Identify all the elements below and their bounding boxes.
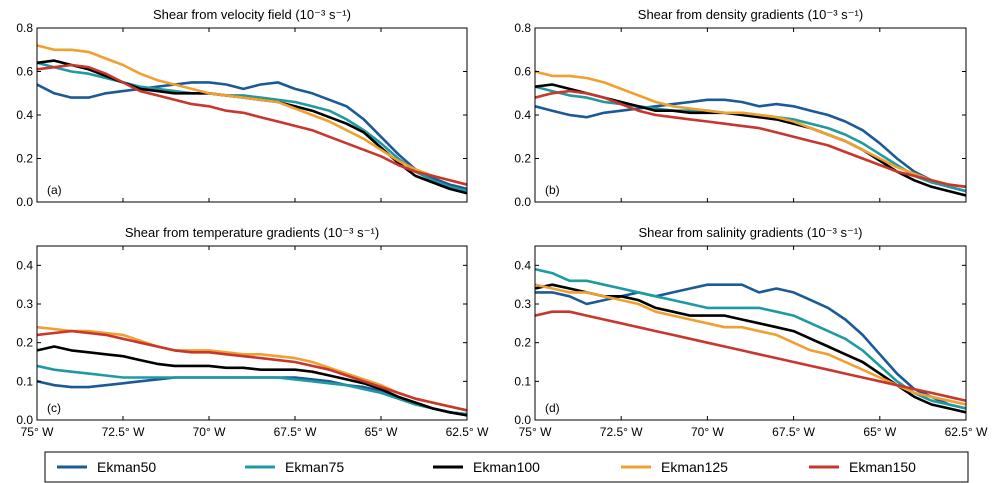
x-tick-label: 65° W — [863, 425, 896, 439]
axes-frame — [534, 245, 967, 421]
series-line-ekman100 — [37, 345, 467, 417]
series-group — [37, 325, 467, 417]
series-line-ekman50 — [535, 98, 966, 193]
y-tick-label: 0.8 — [16, 21, 33, 35]
x-tick-label: 72.5° W — [600, 425, 643, 439]
series-group — [535, 70, 966, 197]
panel-4: Shear from salinity gradients (10⁻³ s⁻¹)… — [514, 225, 988, 439]
y-tick-label: 0.2 — [16, 152, 33, 166]
series-line-ekman100 — [535, 283, 966, 414]
legend-label: Ekman100 — [473, 459, 540, 475]
legend-entry-ekman150: Ekman150 — [809, 459, 916, 475]
y-tick-label: 0.0 — [16, 195, 33, 209]
legend-frame — [44, 451, 969, 483]
x-tick-label: 75° W — [21, 425, 54, 439]
series-line-ekman100 — [37, 59, 467, 195]
legend-label: Ekman125 — [661, 459, 728, 475]
y-tick-label: 0.6 — [16, 65, 33, 79]
panel-title: Shear from velocity field (10⁻³ s⁻¹) — [153, 7, 351, 22]
y-tick-label: 0.4 — [514, 258, 531, 272]
series-line-ekman125 — [535, 70, 966, 189]
legend-entry-ekman125: Ekman125 — [621, 459, 728, 475]
legend-label: Ekman75 — [285, 459, 344, 475]
series-line-ekman150 — [37, 329, 467, 412]
y-tick-label: 0.4 — [16, 258, 33, 272]
y-tick-label: 0.3 — [514, 297, 531, 311]
panel-label: (b) — [545, 183, 560, 197]
legend-label: Ekman50 — [97, 459, 156, 475]
series-line-ekman125 — [37, 44, 467, 186]
series-line-ekman50 — [535, 283, 966, 410]
panel-title: Shear from salinity gradients (10⁻³ s⁻¹) — [639, 225, 863, 240]
series-group — [535, 267, 966, 414]
y-tick-label: 0.0 — [16, 413, 33, 427]
panel-title: Shear from temperature gradients (10⁻³ s… — [125, 225, 379, 240]
legend-entry-ekman75: Ekman75 — [245, 459, 344, 475]
y-tick-label: 0.0 — [514, 413, 531, 427]
x-tick-label: 75° W — [519, 425, 552, 439]
y-tick-label: 0.2 — [514, 152, 531, 166]
series-line-ekman75 — [535, 267, 966, 410]
panel-2: Shear from density gradients (10⁻³ s⁻¹) 0… — [514, 7, 967, 209]
panel-1: Shear from velocity field (10⁻³ s⁻¹) 0.0 0… — [16, 7, 468, 209]
panel-label: (a) — [47, 183, 62, 197]
series-line-ekman150 — [37, 63, 467, 186]
y-tick-label: 0.2 — [514, 336, 531, 350]
panel-label: (d) — [545, 401, 560, 415]
series-line-ekman75 — [37, 61, 467, 193]
legend-entry-ekman100: Ekman100 — [433, 459, 540, 475]
series-line-ekman150 — [535, 89, 966, 189]
series-line-ekman50 — [37, 376, 467, 416]
y-tick-label: 0.1 — [514, 374, 531, 388]
y-tick-label: 0.8 — [514, 21, 531, 35]
axes-frame — [36, 245, 468, 421]
series-line-ekman75 — [535, 85, 966, 193]
y-tick-label: 0.2 — [16, 336, 33, 350]
y-tick-label: 0.1 — [16, 374, 33, 388]
legend-entry-ekman50: Ekman50 — [57, 459, 156, 475]
panel-label: (c) — [47, 401, 61, 415]
series-line-ekman50 — [37, 81, 467, 191]
legend-label: Ekman150 — [849, 459, 916, 475]
series-line-ekman75 — [37, 364, 467, 416]
x-tick-label: 70° W — [691, 425, 724, 439]
x-tick-label: 72.5° W — [102, 425, 145, 439]
series-group — [37, 44, 467, 195]
series-line-ekman150 — [535, 310, 966, 403]
y-tick-label: 0.3 — [16, 297, 33, 311]
y-tick-label: 0.6 — [514, 65, 531, 79]
y-tick-label: 0.4 — [514, 108, 531, 122]
panel-title: Shear from density gradients (10⁻³ s⁻¹) — [638, 7, 863, 22]
y-tick-label: 0.4 — [16, 108, 33, 122]
panel-3: Shear from temperature gradients (10⁻³ s… — [16, 225, 489, 439]
legend: Ekman50 Ekman75 Ekman100 Ekman125 Ekman150 — [44, 451, 969, 483]
x-tick-label: 62.5° W — [446, 425, 489, 439]
x-tick-label: 65° W — [365, 425, 398, 439]
x-tick-label: 67.5° W — [772, 425, 815, 439]
y-tick-label: 0.0 — [514, 195, 531, 209]
x-tick-label: 70° W — [193, 425, 226, 439]
x-tick-label: 62.5° W — [945, 425, 988, 439]
x-tick-label: 67.5° W — [274, 425, 317, 439]
